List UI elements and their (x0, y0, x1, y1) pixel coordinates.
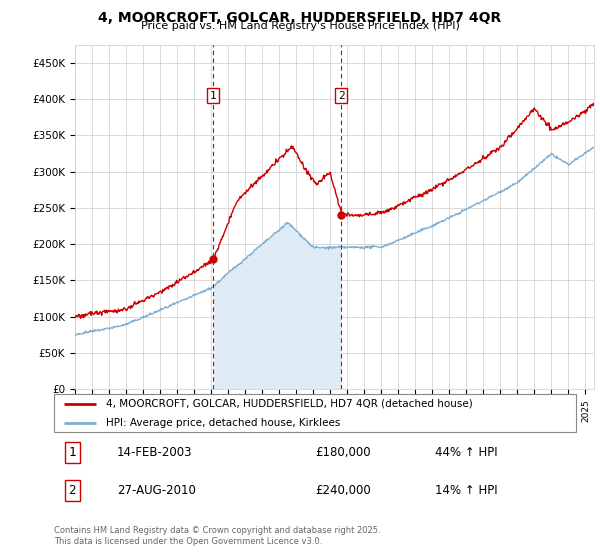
FancyBboxPatch shape (54, 394, 576, 432)
Text: 1: 1 (210, 91, 217, 101)
Text: Price paid vs. HM Land Registry's House Price Index (HPI): Price paid vs. HM Land Registry's House … (140, 21, 460, 31)
Text: £180,000: £180,000 (315, 446, 371, 459)
Text: HPI: Average price, detached house, Kirklees: HPI: Average price, detached house, Kirk… (106, 418, 341, 428)
Text: 4, MOORCROFT, GOLCAR, HUDDERSFIELD, HD7 4QR (detached house): 4, MOORCROFT, GOLCAR, HUDDERSFIELD, HD7 … (106, 399, 473, 409)
Text: Contains HM Land Registry data © Crown copyright and database right 2025.
This d: Contains HM Land Registry data © Crown c… (54, 526, 380, 546)
Text: 14% ↑ HPI: 14% ↑ HPI (435, 484, 497, 497)
Text: 2: 2 (68, 484, 76, 497)
Text: 44% ↑ HPI: 44% ↑ HPI (435, 446, 497, 459)
Text: 1: 1 (68, 446, 76, 459)
Text: £240,000: £240,000 (315, 484, 371, 497)
Text: 27-AUG-2010: 27-AUG-2010 (116, 484, 196, 497)
Text: 4, MOORCROFT, GOLCAR, HUDDERSFIELD, HD7 4QR: 4, MOORCROFT, GOLCAR, HUDDERSFIELD, HD7 … (98, 11, 502, 25)
Text: 14-FEB-2003: 14-FEB-2003 (116, 446, 192, 459)
Text: 2: 2 (338, 91, 344, 101)
